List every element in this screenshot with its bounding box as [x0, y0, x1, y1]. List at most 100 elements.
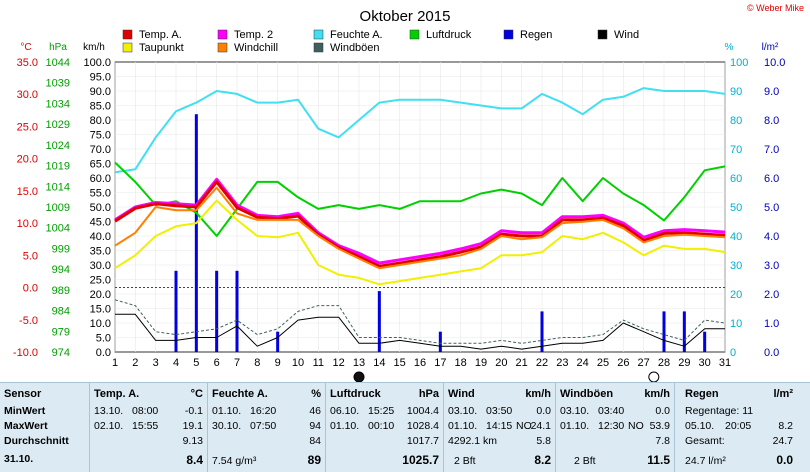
tick-label: 50.0: [90, 202, 111, 214]
moon-phases: [353, 371, 660, 382]
tick-label: 0.0: [23, 283, 38, 295]
gusts-bft: 2 Bft: [574, 455, 596, 467]
gusts-max-date: 01.10.: [560, 420, 590, 432]
rain-bar: [194, 114, 198, 352]
x-tick-label: 17: [434, 357, 446, 369]
tick-label: 6.0: [764, 173, 779, 185]
tick-label: 2.0: [764, 289, 779, 301]
temp-unit: °C: [190, 388, 203, 400]
tick-label: 70.0: [90, 144, 111, 156]
x-tick-label: 9: [275, 357, 281, 369]
tick-label: 30: [730, 260, 742, 272]
gusts-max-dir: NO: [628, 420, 644, 432]
row-label-max: MaxWert: [4, 420, 48, 432]
humidity-min-value: 46: [309, 405, 321, 417]
tick-label: 25.0: [17, 121, 38, 133]
temp-max-time: 15:55: [132, 420, 159, 432]
moon-phase-icon: [648, 371, 660, 382]
wind-min-date: 03.10.: [448, 405, 478, 417]
row-label-avg: Durchschnitt: [4, 435, 69, 447]
tick-label: 0.0: [764, 347, 779, 359]
series-line: [114, 186, 726, 270]
tick-label: 90.0: [90, 86, 111, 98]
tick-label: 1029: [46, 119, 70, 131]
humidity-unit: %: [311, 388, 321, 400]
tick-label: 10.0: [764, 57, 785, 69]
legend-swatch: [313, 29, 324, 40]
pressure-max-time: 00:10: [368, 420, 395, 432]
tick-label: 100: [730, 57, 748, 69]
wind-min-time: 03:50: [486, 405, 513, 417]
tick-label: 40: [730, 231, 742, 243]
stats-pressure-col: Luftdruck hPa 06.10. 15:25 1004.4 01.10. 00:…: [325, 383, 443, 472]
tick-label: 1.0: [764, 318, 779, 330]
tick-label: 50: [730, 202, 742, 214]
axis-unit-label: %: [725, 42, 734, 53]
sensor-title: Sensor: [4, 388, 42, 400]
legend-label: Temp. 2: [234, 29, 273, 41]
tick-label: 0.0: [96, 347, 111, 359]
tick-label: 65.0: [90, 159, 111, 171]
stats-humidity-col: Feuchte A.% 01.10. 16:20 46 30.10. 07:50 94 …: [207, 383, 325, 472]
tick-label: 55.0: [90, 188, 111, 200]
gusts-unit: km/h: [644, 388, 670, 400]
legend-swatch: [217, 29, 228, 40]
tick-label: 1014: [46, 181, 70, 193]
legend-label: Regen: [520, 29, 552, 41]
tick-label: 85.0: [90, 101, 111, 113]
tick-label: 10.0: [17, 218, 38, 230]
humidity-max-date: 30.10.: [212, 420, 242, 432]
x-tick-label: 16: [414, 357, 426, 369]
x-tick-label: 24: [577, 357, 589, 369]
legend-label: Feuchte A.: [330, 29, 383, 41]
series-line: [114, 299, 726, 344]
wind-bft: 2 Bft: [454, 455, 476, 467]
tick-label: 4.0: [764, 231, 779, 243]
legend-swatch: [503, 29, 514, 40]
legend-swatch: [217, 42, 228, 53]
stats-sensor-col: Sensor MinWert MaxWert Durchschnitt 31.1…: [0, 383, 88, 472]
x-tick-label: 26: [617, 357, 629, 369]
x-tick-label: 14: [373, 357, 385, 369]
x-tick-label: 20: [495, 357, 507, 369]
legend-swatch: [313, 42, 324, 53]
x-tick-label: 22: [536, 357, 548, 369]
temp-max-value: 19.1: [182, 420, 203, 432]
wind-current: 8.2: [534, 453, 551, 467]
tick-label: 100.0: [83, 57, 111, 69]
legend-label: Windchill: [234, 42, 278, 54]
x-tick-label: 7: [234, 357, 240, 369]
gusts-min-time: 03:40: [598, 405, 625, 417]
gusts-title: Windböen: [560, 388, 614, 400]
tick-label: 60: [730, 173, 742, 185]
rain-bar: [215, 270, 219, 352]
gusts-min-value: 0.0: [655, 405, 670, 417]
legend-swatch: [409, 29, 420, 40]
gusts-max-value: 53.9: [649, 420, 670, 432]
tick-label: 15.0: [90, 304, 111, 316]
tick-label: 984: [52, 306, 70, 318]
legend-label: Luftdruck: [426, 29, 472, 41]
x-tick-label: 4: [173, 357, 179, 369]
rain-bar: [703, 331, 707, 352]
tick-label: 0: [730, 347, 736, 359]
rain-max-value: 8.2: [778, 420, 793, 432]
temp-min-time: 08:00: [132, 405, 159, 417]
tick-label: 1034: [46, 98, 70, 110]
tick-label: 10: [730, 318, 742, 330]
legend-label: Wind: [614, 29, 639, 41]
row-label-date: 31.10.: [4, 453, 34, 465]
tick-label: 5.0: [96, 333, 111, 345]
x-tick-label: 6: [214, 357, 220, 369]
x-tick-label: 23: [556, 357, 568, 369]
wind-distance: 4292.1 km: [448, 435, 498, 447]
x-tick-label: 2: [132, 357, 138, 369]
x-tick-label: 30: [699, 357, 711, 369]
x-tick-label: 13: [353, 357, 365, 369]
stats-rain-col: Regen l/m² Regentage: 11 05.10. 20:05 8.2 G…: [674, 383, 810, 472]
tick-label: 9.0: [764, 86, 779, 98]
axis-unit-label: l/m²: [762, 42, 779, 53]
x-tick-label: 15: [394, 357, 406, 369]
rain-bar: [235, 270, 239, 352]
humidity-abs: 7.54 g/m³: [212, 455, 257, 467]
